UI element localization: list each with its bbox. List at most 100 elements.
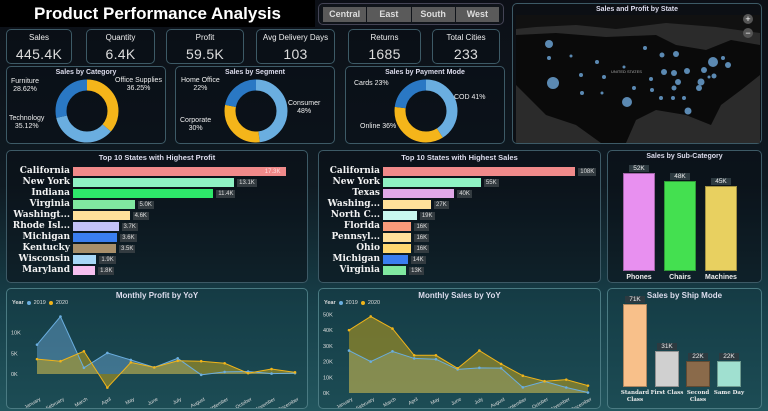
state-bubble[interactable] — [602, 75, 606, 79]
state-bubble[interactable] — [579, 73, 583, 77]
state-bubble[interactable] — [697, 78, 705, 86]
data-point[interactable] — [223, 361, 226, 365]
series-line-2020[interactable] — [36, 350, 296, 389]
zoom-out-button[interactable]: − — [743, 28, 753, 38]
data-point[interactable] — [223, 370, 226, 374]
data-point[interactable] — [59, 359, 62, 363]
bar[interactable] — [623, 303, 647, 387]
bar[interactable] — [73, 167, 286, 176]
legend-series-name[interactable]: 2020 — [367, 300, 381, 306]
bar[interactable] — [73, 233, 118, 242]
state-bubble[interactable] — [708, 57, 718, 67]
donut-slice[interactable] — [394, 79, 458, 143]
data-point[interactable] — [129, 358, 133, 362]
state-bubble[interactable] — [711, 73, 717, 79]
data-point[interactable] — [35, 343, 39, 346]
state-bubble[interactable] — [569, 54, 573, 58]
data-point[interactable] — [106, 351, 109, 355]
series-line-2020[interactable] — [348, 315, 589, 387]
state-bubble[interactable] — [622, 65, 626, 69]
state-bubble[interactable] — [684, 107, 692, 115]
legend-series-name[interactable]: 2019 — [345, 300, 358, 306]
bar[interactable] — [73, 255, 97, 264]
bar[interactable] — [73, 244, 117, 253]
data-point[interactable] — [391, 350, 394, 353]
data-point[interactable] — [434, 353, 438, 357]
state-bubble[interactable] — [622, 97, 632, 107]
bar[interactable] — [686, 361, 710, 387]
state-bubble[interactable] — [659, 96, 663, 100]
data-point[interactable] — [152, 366, 156, 369]
donut-slice[interactable] — [224, 79, 288, 143]
state-bubble[interactable] — [545, 40, 553, 48]
data-point[interactable] — [564, 378, 568, 381]
bar[interactable] — [655, 350, 679, 387]
data-point[interactable] — [199, 359, 203, 363]
state-bubble[interactable] — [684, 68, 690, 74]
data-point[interactable] — [586, 384, 590, 387]
bar[interactable] — [664, 180, 696, 271]
data-point[interactable] — [129, 361, 133, 364]
data-point[interactable] — [347, 349, 351, 352]
data-point[interactable] — [586, 391, 590, 394]
state-bubble[interactable] — [671, 96, 675, 100]
state-bubble[interactable] — [547, 77, 559, 89]
bar[interactable] — [383, 222, 412, 231]
state-bubble[interactable] — [580, 91, 584, 95]
bar[interactable] — [73, 222, 119, 231]
bar[interactable] — [383, 200, 432, 209]
data-point[interactable] — [59, 315, 62, 318]
region-central-button[interactable]: Central — [323, 6, 367, 22]
data-point[interactable] — [412, 357, 416, 360]
data-point[interactable] — [106, 386, 109, 389]
data-point[interactable] — [270, 372, 273, 375]
data-point[interactable] — [270, 367, 273, 371]
data-point[interactable] — [456, 367, 459, 370]
donut-slice[interactable] — [55, 79, 119, 143]
bar[interactable] — [73, 178, 235, 187]
data-point[interactable] — [35, 357, 39, 361]
state-bubble[interactable] — [659, 52, 665, 58]
state-bubble[interactable] — [600, 91, 604, 95]
state-bubble[interactable] — [707, 75, 711, 79]
bar[interactable] — [383, 266, 407, 275]
state-bubble[interactable] — [661, 69, 667, 75]
data-point[interactable] — [369, 315, 373, 318]
data-point[interactable] — [521, 374, 525, 378]
data-point[interactable] — [499, 366, 503, 370]
legend-series-name[interactable]: 2019 — [33, 300, 46, 306]
bar[interactable] — [73, 189, 214, 198]
state-bubble[interactable] — [649, 77, 653, 81]
state-bubble[interactable] — [675, 79, 681, 85]
bar[interactable] — [383, 211, 417, 220]
state-bubble[interactable] — [643, 46, 647, 50]
donut-slice[interactable] — [394, 79, 458, 143]
data-point[interactable] — [82, 366, 86, 370]
state-bubble[interactable] — [650, 88, 654, 92]
region-east-button[interactable]: East — [367, 6, 411, 22]
donut-slice[interactable] — [55, 79, 119, 143]
state-bubble[interactable] — [696, 85, 702, 91]
series-line-2019[interactable] — [36, 315, 296, 376]
bar[interactable] — [383, 255, 408, 264]
bar[interactable] — [717, 361, 741, 387]
bar[interactable] — [383, 178, 481, 187]
data-point[interactable] — [412, 353, 416, 357]
state-bubble[interactable] — [671, 70, 677, 76]
bar[interactable] — [73, 266, 96, 275]
bar[interactable] — [73, 200, 135, 209]
region-south-button[interactable]: South — [411, 6, 455, 22]
series-line-2019[interactable] — [348, 350, 589, 394]
data-point[interactable] — [564, 386, 568, 389]
state-bubble[interactable] — [701, 67, 707, 73]
data-point[interactable] — [434, 357, 438, 361]
bar[interactable] — [383, 167, 576, 176]
data-point[interactable] — [176, 359, 180, 363]
data-point[interactable] — [521, 386, 525, 389]
zoom-in-button[interactable]: + — [743, 14, 753, 24]
data-point[interactable] — [347, 328, 351, 332]
bar[interactable] — [623, 173, 655, 271]
data-point[interactable] — [293, 371, 297, 374]
data-point[interactable] — [478, 366, 481, 370]
data-point[interactable] — [478, 349, 481, 352]
